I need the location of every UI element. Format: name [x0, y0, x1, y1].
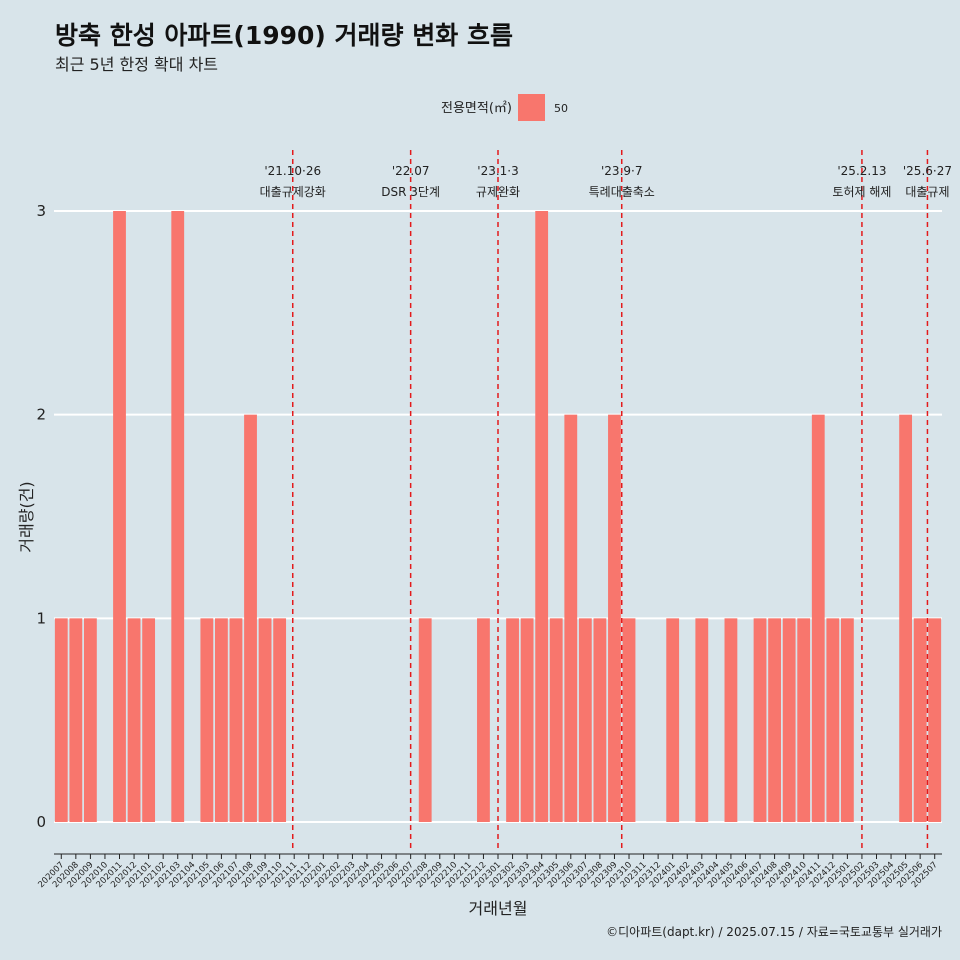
y-tick-label: 2	[36, 406, 46, 424]
bar	[520, 618, 534, 822]
legend-title: 전용면적(㎡)	[441, 101, 512, 116]
bar	[244, 414, 257, 822]
bar	[840, 618, 854, 822]
bar	[564, 414, 578, 822]
bar	[418, 618, 432, 822]
y-tick-label: 1	[36, 609, 46, 627]
bar	[622, 618, 636, 822]
bar	[753, 618, 767, 822]
bar	[171, 211, 185, 822]
legend-swatch	[518, 94, 545, 121]
bar	[928, 618, 942, 822]
event-text-label: 규제완화	[476, 185, 520, 199]
event-date-label: '23.9·7	[601, 164, 642, 178]
bar	[258, 618, 272, 822]
bar	[826, 618, 840, 822]
bar	[54, 618, 68, 822]
source-caption: ©디아파트(dapt.kr) / 2025.07.15 / 자료=국토교통부 실…	[606, 925, 942, 939]
bar	[69, 618, 83, 822]
event-date-label: '25.2.13	[837, 164, 886, 178]
event-text-label: 대출규제강화	[260, 185, 326, 199]
event-date-label: '25.6·27	[903, 164, 952, 178]
x-axis-title: 거래년월	[469, 899, 528, 918]
chart-title: 방축 한성 아파트(1990) 거래량 변화 흐름	[55, 21, 513, 50]
bar	[666, 618, 680, 822]
bar	[477, 618, 490, 822]
event-text-label: 특례대출축소	[589, 185, 655, 199]
bar	[549, 618, 563, 822]
bar	[782, 618, 796, 822]
event-date-label: '21.10·26	[264, 164, 321, 178]
bar	[83, 618, 97, 822]
bar	[695, 618, 709, 822]
bar	[506, 618, 519, 822]
bar	[142, 618, 156, 822]
legend: 전용면적(㎡) 50	[441, 94, 568, 121]
event-text-label: 토허제 해제	[832, 185, 891, 199]
bar	[535, 211, 549, 822]
event-text-label: DSR 3단계	[381, 185, 440, 199]
y-tick-label: 0	[36, 813, 46, 831]
chart-subtitle: 최근 5년 한정 확대 차트	[55, 55, 218, 74]
bar	[273, 618, 287, 822]
event-date-label: '23.1·3	[477, 164, 518, 178]
legend-label: 50	[554, 102, 568, 115]
y-axis-title: 거래량(건)	[17, 481, 36, 552]
bar	[797, 618, 811, 822]
bar	[608, 414, 621, 822]
bar	[724, 618, 738, 822]
y-tick-label: 3	[36, 202, 46, 220]
bars	[54, 211, 942, 822]
bar	[229, 618, 243, 822]
bar	[113, 211, 126, 822]
event-text-label: 대출규제	[905, 185, 949, 199]
y-axis: 0 1 2 3	[36, 202, 46, 831]
bar	[913, 618, 927, 822]
bar	[215, 618, 228, 822]
bar	[811, 414, 825, 822]
event-date-label: '22.07	[392, 164, 430, 178]
bar	[899, 414, 913, 822]
bar	[593, 618, 607, 822]
bar	[127, 618, 141, 822]
x-axis: 2020072020082020092020102020112020122021…	[36, 853, 942, 890]
bar	[200, 618, 214, 822]
bar	[578, 618, 592, 822]
event-markers: '21.10·26 대출규제강화 '22.07 DSR 3단계 '23.1·3 규제완화 '…	[260, 150, 952, 852]
bar	[768, 618, 781, 822]
